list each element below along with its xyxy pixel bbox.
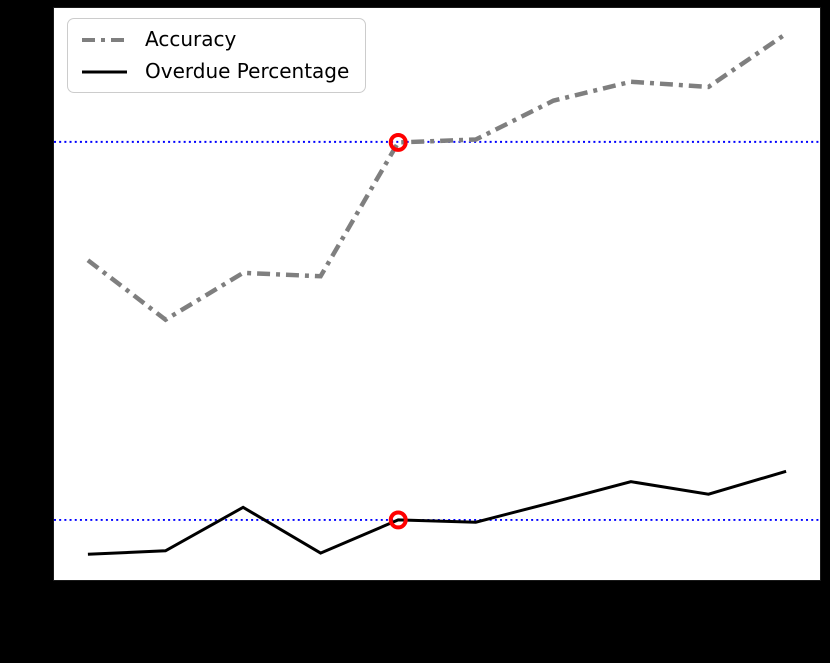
overdue-line-sample-icon [82, 70, 127, 73]
legend-item-overdue-percentage: Overdue Percentage [81, 59, 349, 84]
legend: Accuracy Overdue Percentage [67, 18, 367, 93]
chart-canvas [54, 31, 820, 556]
plot-area: Accuracy Overdue Percentage [53, 7, 821, 581]
highlight-marker-0 [388, 132, 408, 152]
series-line-accuracy [86, 31, 788, 323]
legend-item-accuracy: Accuracy [81, 27, 349, 52]
legend-label-accuracy: Accuracy [145, 27, 237, 51]
accuracy-line-sample-icon [82, 37, 127, 42]
legend-label-overdue-percentage: Overdue Percentage [145, 59, 350, 83]
highlight-marker-1 [388, 510, 408, 530]
series-line-overdue-percentage [87, 469, 787, 556]
